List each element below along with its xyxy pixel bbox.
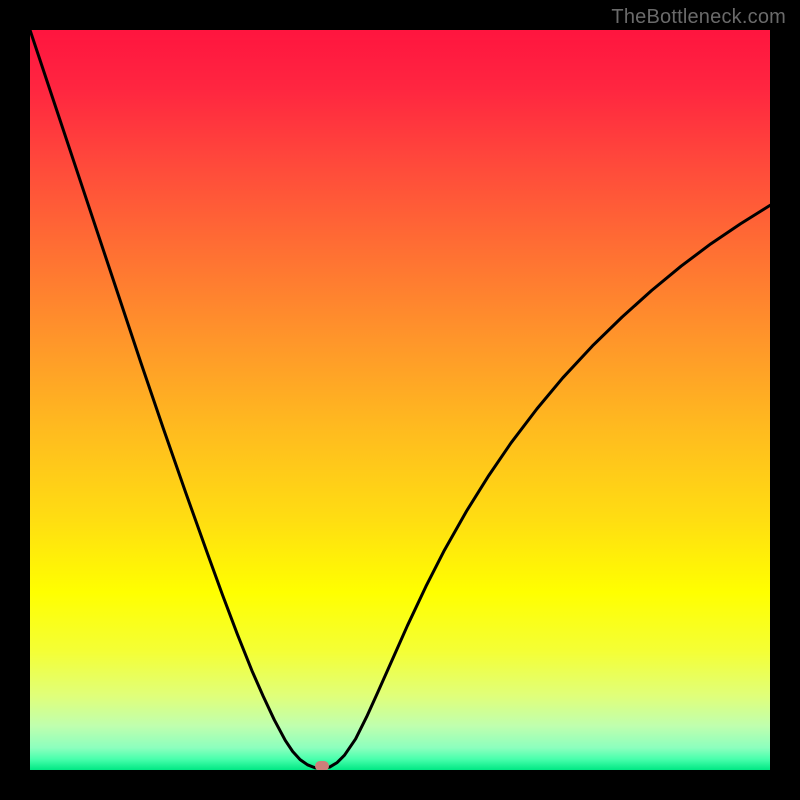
chart-plot-area [30,30,770,770]
minimum-marker [315,761,329,770]
bottleneck-curve [30,30,770,770]
watermark-text: TheBottleneck.com [611,6,786,29]
